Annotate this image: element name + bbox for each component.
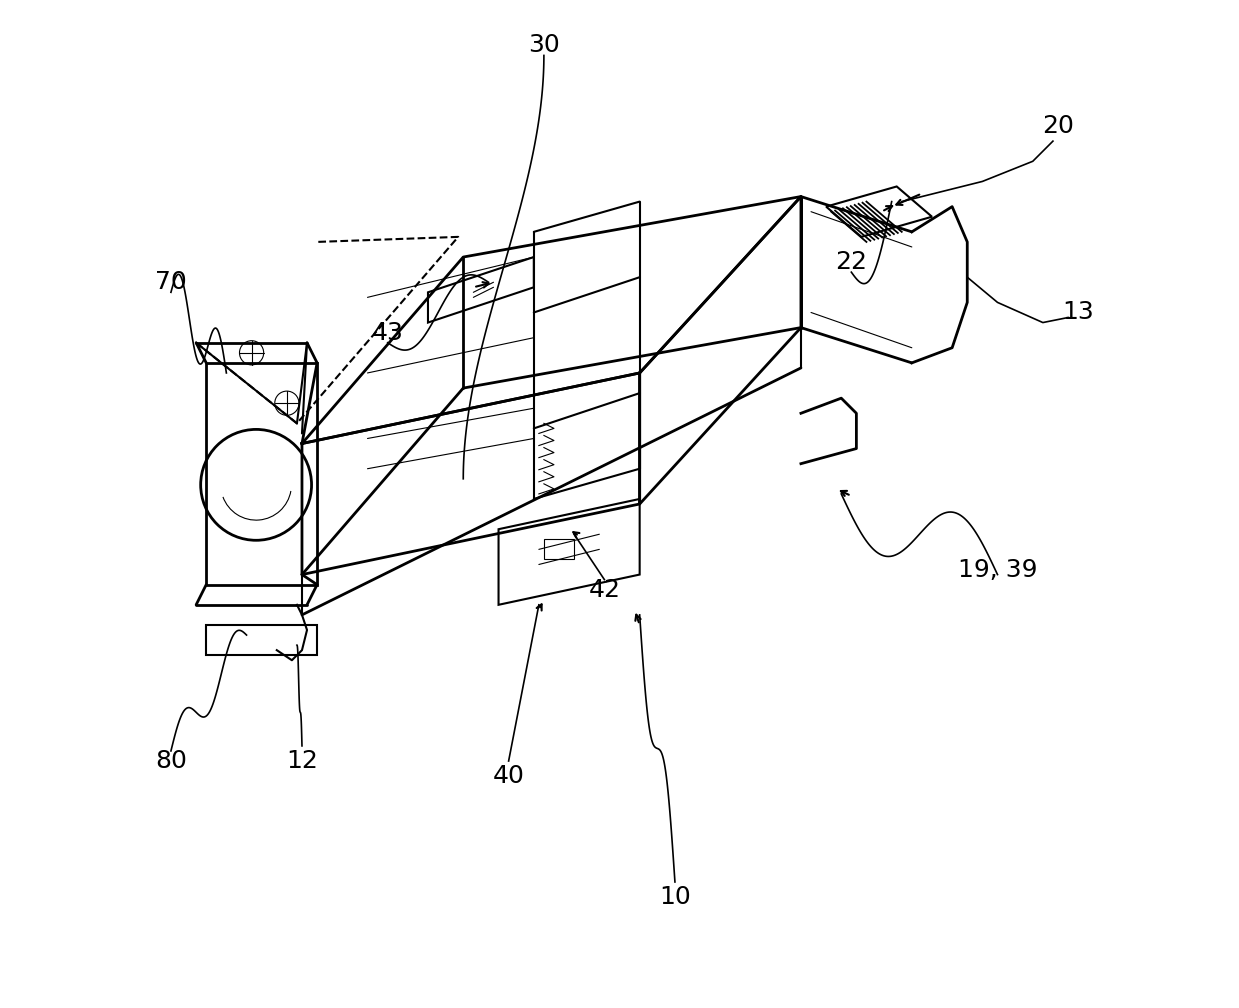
Text: 20: 20 — [1042, 114, 1074, 138]
Text: 19, 39: 19, 39 — [958, 557, 1037, 582]
Text: 40: 40 — [493, 764, 524, 788]
Text: 70: 70 — [155, 270, 187, 294]
Text: 22: 22 — [835, 250, 867, 274]
Text: 10: 10 — [659, 885, 691, 909]
Text: 12: 12 — [286, 749, 318, 773]
Text: 80: 80 — [155, 749, 187, 773]
Text: 42: 42 — [589, 578, 621, 602]
Text: 13: 13 — [1062, 300, 1094, 325]
Text: 43: 43 — [372, 321, 404, 345]
Text: 30: 30 — [528, 33, 560, 57]
